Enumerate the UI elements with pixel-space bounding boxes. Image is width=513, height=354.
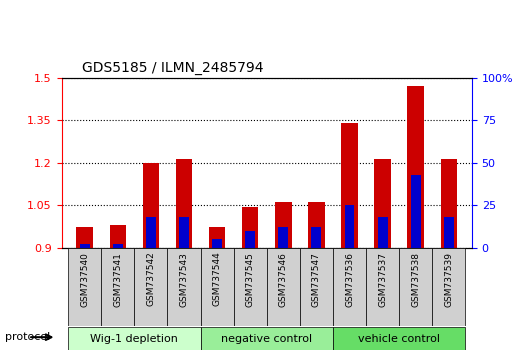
FancyBboxPatch shape — [399, 248, 432, 326]
Bar — [407, 86, 424, 248]
Text: GSM737544: GSM737544 — [212, 252, 222, 307]
Bar — [311, 227, 321, 248]
FancyBboxPatch shape — [167, 248, 201, 326]
Text: protocol: protocol — [5, 332, 50, 342]
Bar — [341, 123, 358, 248]
Bar — [76, 227, 93, 248]
Text: GSM737537: GSM737537 — [378, 252, 387, 307]
Bar — [242, 207, 259, 248]
FancyBboxPatch shape — [333, 248, 366, 326]
Bar — [209, 227, 225, 248]
Text: GSM737542: GSM737542 — [146, 252, 155, 307]
Bar — [176, 159, 192, 248]
FancyBboxPatch shape — [201, 248, 233, 326]
Text: GSM737539: GSM737539 — [444, 252, 453, 307]
FancyBboxPatch shape — [134, 248, 167, 326]
Text: GSM737546: GSM737546 — [279, 252, 288, 307]
Text: GSM737540: GSM737540 — [80, 252, 89, 307]
Text: GSM737541: GSM737541 — [113, 252, 122, 307]
FancyBboxPatch shape — [68, 248, 101, 326]
Bar — [374, 159, 391, 248]
Bar — [245, 231, 255, 248]
Text: GDS5185 / ILMN_2485794: GDS5185 / ILMN_2485794 — [82, 62, 264, 75]
FancyBboxPatch shape — [333, 327, 465, 350]
Text: GSM737543: GSM737543 — [180, 252, 188, 307]
Text: GSM737547: GSM737547 — [312, 252, 321, 307]
Bar — [179, 217, 189, 248]
Bar — [80, 244, 90, 248]
FancyBboxPatch shape — [68, 327, 201, 350]
Bar — [441, 159, 457, 248]
Bar — [212, 239, 222, 248]
FancyBboxPatch shape — [432, 248, 465, 326]
FancyBboxPatch shape — [201, 327, 333, 350]
FancyBboxPatch shape — [233, 248, 267, 326]
Text: GSM737545: GSM737545 — [246, 252, 255, 307]
Text: negative control: negative control — [221, 334, 312, 344]
Bar — [279, 227, 288, 248]
Bar — [378, 217, 387, 248]
FancyBboxPatch shape — [101, 248, 134, 326]
FancyBboxPatch shape — [366, 248, 399, 326]
Bar — [146, 217, 156, 248]
Bar — [110, 225, 126, 248]
Text: vehicle control: vehicle control — [358, 334, 440, 344]
FancyBboxPatch shape — [267, 248, 300, 326]
Text: Wig-1 depletion: Wig-1 depletion — [90, 334, 179, 344]
Text: GSM737538: GSM737538 — [411, 252, 420, 307]
Text: GSM737536: GSM737536 — [345, 252, 354, 307]
Bar — [275, 202, 291, 248]
Bar — [345, 205, 354, 248]
Bar — [113, 244, 123, 248]
Bar — [143, 163, 159, 248]
Bar — [411, 175, 421, 248]
Bar — [444, 217, 454, 248]
Bar — [308, 202, 325, 248]
FancyBboxPatch shape — [300, 248, 333, 326]
